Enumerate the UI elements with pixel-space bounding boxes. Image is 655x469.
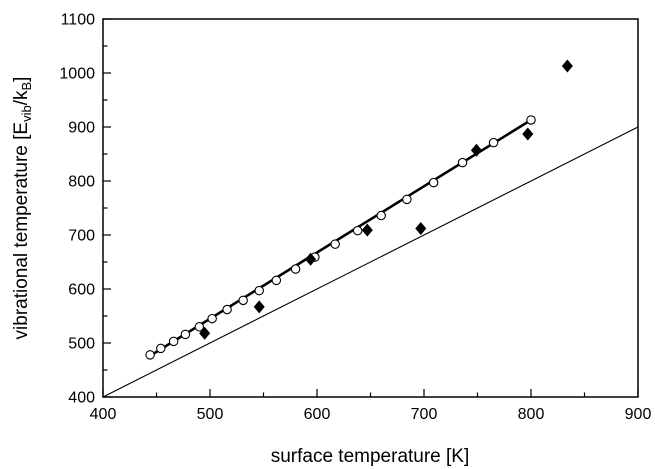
plot-content [102, 59, 639, 398]
data-point-circle [488, 137, 499, 148]
y-tick-label: 800 [68, 174, 95, 191]
axes: 400 500 600 700 800 900 400 500 600 700 800 900 1000… [59, 12, 651, 424]
x-tick-label: 700 [411, 406, 438, 423]
y-tick-label: 600 [68, 282, 95, 299]
data-point-circle [194, 322, 205, 332]
data-point-diamond [470, 143, 482, 157]
data-point-circle [168, 336, 179, 347]
y-tick-label: 400 [68, 390, 95, 407]
data-point-diamond [522, 127, 534, 141]
x-axis-title: surface temperature [K] [271, 446, 470, 467]
x-tick-label: 400 [90, 406, 117, 423]
data-point-circle [254, 285, 264, 296]
data-point-circle [271, 275, 282, 286]
data-point-diamond [253, 300, 265, 314]
x-tick-label: 900 [625, 406, 652, 423]
data-point-circle [238, 295, 248, 306]
data-point-circle [352, 225, 363, 236]
data-point-circle [402, 194, 412, 205]
data-point-circle [428, 177, 439, 188]
y-axis-title: vibrational temperature [Evib/kB] [11, 77, 34, 340]
x-tick-label: 600 [304, 406, 331, 423]
data-point-circle [222, 304, 232, 315]
data-point-circle [207, 313, 217, 324]
y-tick-label: 500 [68, 336, 95, 353]
data-point-diamond [415, 222, 427, 236]
data-point-diamond [199, 326, 211, 340]
data-point-diamond [361, 223, 373, 237]
data-point-circle [526, 115, 536, 125]
y-tick-label: 700 [68, 228, 95, 245]
data-point-circle [156, 343, 166, 354]
data-point-circle [290, 264, 301, 274]
x-tick-label: 500 [197, 406, 224, 423]
data-point-circle [457, 157, 468, 168]
data-point-circle [330, 239, 340, 249]
data-point-circle [145, 350, 155, 360]
data-point-diamond [561, 59, 573, 73]
data-point-circle [180, 329, 191, 340]
data-point-circle [376, 210, 386, 221]
plot-frame [102, 18, 639, 398]
fit-line [148, 118, 532, 358]
x-tick-label: 800 [518, 406, 545, 423]
reference-line [102, 126, 639, 398]
data-point-diamond [305, 252, 317, 266]
y-tick-label: 1100 [61, 12, 96, 29]
y-tick-label: 1000 [59, 66, 95, 83]
y-tick-label: 900 [68, 120, 95, 137]
